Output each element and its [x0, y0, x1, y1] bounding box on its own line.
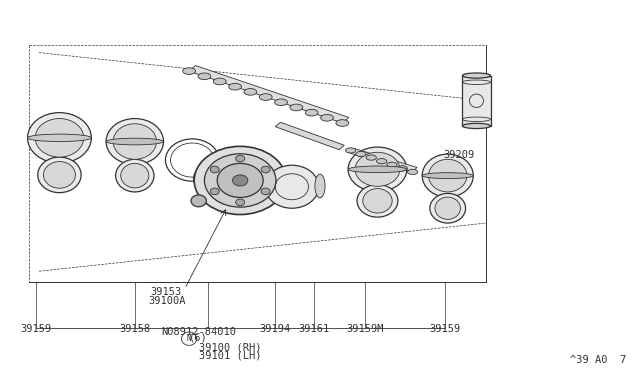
Polygon shape	[349, 148, 417, 172]
Ellipse shape	[191, 195, 206, 207]
Ellipse shape	[106, 119, 164, 164]
Ellipse shape	[348, 166, 407, 173]
Ellipse shape	[106, 138, 164, 145]
Ellipse shape	[355, 152, 400, 186]
Ellipse shape	[463, 124, 490, 129]
Text: 39100 (RH): 39100 (RH)	[199, 343, 262, 353]
Ellipse shape	[28, 113, 92, 163]
Ellipse shape	[217, 163, 263, 198]
Ellipse shape	[387, 162, 397, 167]
Ellipse shape	[356, 151, 366, 157]
Ellipse shape	[236, 155, 244, 162]
Ellipse shape	[397, 166, 408, 171]
Text: 39100A: 39100A	[148, 296, 186, 307]
Ellipse shape	[315, 174, 325, 198]
Ellipse shape	[363, 189, 392, 213]
Text: (6): (6)	[189, 333, 208, 342]
Ellipse shape	[376, 158, 387, 164]
Text: 39159M: 39159M	[346, 324, 383, 334]
Ellipse shape	[35, 119, 84, 157]
Ellipse shape	[422, 154, 473, 197]
Ellipse shape	[430, 193, 466, 223]
Ellipse shape	[113, 124, 157, 159]
Ellipse shape	[366, 155, 376, 160]
Ellipse shape	[422, 173, 473, 179]
Ellipse shape	[463, 73, 490, 78]
Ellipse shape	[321, 115, 333, 121]
Ellipse shape	[346, 148, 356, 153]
Ellipse shape	[194, 146, 286, 215]
Ellipse shape	[28, 134, 92, 141]
Ellipse shape	[435, 197, 461, 219]
Ellipse shape	[193, 165, 229, 192]
Ellipse shape	[211, 188, 220, 195]
Ellipse shape	[336, 120, 349, 126]
Text: 39159: 39159	[429, 324, 460, 334]
Text: 39159: 39159	[20, 324, 51, 334]
Ellipse shape	[204, 154, 276, 207]
Ellipse shape	[357, 185, 398, 217]
Ellipse shape	[213, 78, 226, 85]
Ellipse shape	[259, 94, 272, 100]
Ellipse shape	[305, 109, 318, 116]
Text: 39194: 39194	[260, 324, 291, 334]
Text: 39161: 39161	[298, 324, 329, 334]
Text: ^39 A0  7: ^39 A0 7	[570, 355, 627, 365]
Ellipse shape	[261, 166, 270, 173]
Ellipse shape	[232, 175, 248, 186]
Text: N: N	[187, 334, 191, 343]
Polygon shape	[189, 65, 349, 123]
Ellipse shape	[244, 89, 257, 95]
Text: 39209: 39209	[444, 150, 475, 160]
Ellipse shape	[429, 159, 467, 192]
Ellipse shape	[228, 83, 241, 90]
Ellipse shape	[265, 165, 319, 208]
Bar	[463, 76, 490, 126]
Ellipse shape	[182, 68, 195, 74]
Ellipse shape	[38, 157, 81, 193]
Text: 39153: 39153	[150, 287, 181, 297]
Text: N08912-84010: N08912-84010	[161, 327, 236, 337]
Ellipse shape	[348, 147, 407, 192]
Ellipse shape	[116, 159, 154, 192]
Ellipse shape	[290, 104, 303, 111]
Ellipse shape	[236, 199, 244, 206]
Ellipse shape	[44, 161, 76, 188]
Ellipse shape	[121, 163, 149, 188]
Text: 39101 (LH): 39101 (LH)	[199, 350, 262, 360]
Ellipse shape	[261, 188, 270, 195]
Ellipse shape	[211, 166, 220, 173]
Polygon shape	[275, 122, 344, 150]
Ellipse shape	[198, 73, 211, 80]
Text: 39158: 39158	[119, 324, 150, 334]
Ellipse shape	[408, 169, 418, 174]
Ellipse shape	[275, 99, 287, 106]
